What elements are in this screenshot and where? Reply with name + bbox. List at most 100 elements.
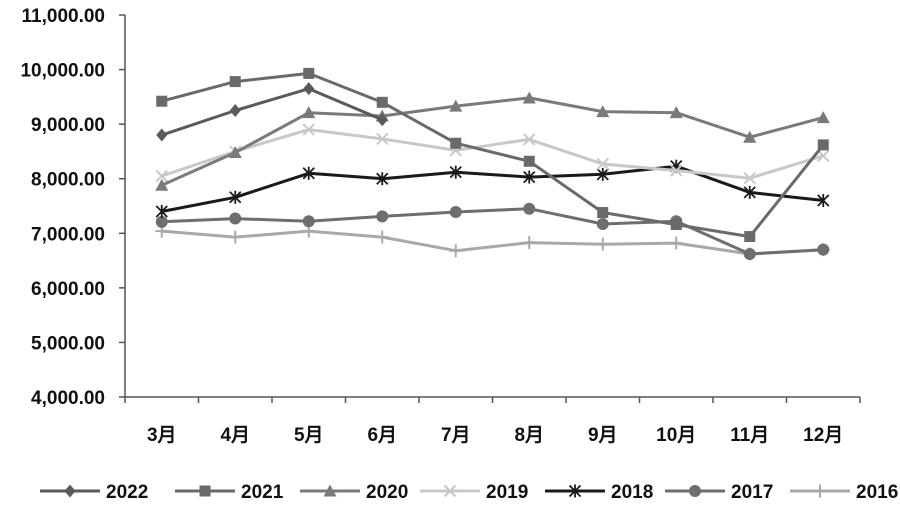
data-point-2017	[302, 215, 315, 228]
data-point-2019	[155, 169, 168, 183]
data-point-2018	[596, 167, 609, 181]
legend-label: 2020	[366, 482, 408, 503]
data-point-2020	[816, 111, 830, 124]
data-point-2020	[522, 91, 536, 104]
data-point-2017	[817, 243, 830, 256]
series-line-2019	[161, 128, 824, 180]
legend-entry-2019: 2019	[420, 482, 528, 503]
series-2016	[155, 224, 830, 261]
data-point-2019	[523, 133, 536, 146]
series-line-2017	[161, 207, 824, 256]
legend-marker	[323, 484, 337, 497]
legend-marker	[443, 484, 457, 498]
y-tick-label: 11,000.00	[22, 6, 105, 27]
series-line-2021	[161, 71, 825, 239]
y-tick-label: 7,000.00	[31, 224, 105, 245]
legend-entry-2021: 2021	[175, 482, 284, 503]
legend-entry-2020: 2020	[300, 482, 408, 503]
legend-label: 2018	[611, 482, 653, 503]
data-point-2021	[523, 155, 535, 167]
data-point-2020	[596, 105, 610, 118]
data-point-2019	[743, 171, 756, 185]
x-tick-label: 9月	[588, 425, 618, 446]
x-tick-label: 7月	[441, 425, 471, 446]
y-tick-label: 10,000.00	[20, 61, 105, 82]
data-point-2021	[744, 231, 756, 243]
data-point-2017	[743, 248, 756, 261]
y-tick-label: 4,000.00	[31, 388, 105, 409]
data-point-2017	[596, 218, 609, 231]
data-point-2016	[375, 230, 389, 244]
chart-axes: 11,000.00 10,000.00 9,000.00 8,000.00 7,000.…	[20, 6, 861, 446]
data-point-2016	[228, 230, 242, 244]
data-point-2022	[156, 128, 168, 142]
legend-label: 2022	[106, 482, 148, 503]
data-point-2017	[155, 215, 168, 228]
series-2021	[156, 67, 829, 243]
data-point-2019	[376, 132, 389, 146]
legend-marker	[813, 484, 827, 498]
data-point-2018	[449, 165, 462, 179]
data-point-2018	[302, 166, 315, 180]
legend-entry-2016: 2016	[790, 482, 898, 503]
data-point-2016	[596, 237, 610, 251]
data-point-2020	[669, 106, 683, 119]
x-tick-label: 6月	[367, 425, 397, 446]
data-point-2018	[743, 185, 756, 199]
legend-marker	[689, 485, 701, 497]
data-point-2017	[523, 202, 536, 215]
data-point-2019	[302, 123, 315, 136]
legend-label: 2019	[486, 482, 528, 503]
data-point-2018	[376, 172, 389, 186]
data-point-2022	[376, 113, 388, 127]
chart-series-group	[155, 67, 830, 261]
data-point-2021	[450, 137, 462, 149]
data-point-2020	[743, 130, 757, 143]
data-point-2021	[303, 67, 315, 79]
x-tick-label: 12月	[803, 425, 843, 446]
data-point-2021	[670, 219, 682, 231]
data-point-2016	[669, 236, 683, 250]
data-point-2016	[522, 236, 536, 250]
x-tick-label: 10月	[656, 425, 696, 446]
data-point-2016	[449, 244, 463, 258]
legend-entry-2017: 2017	[665, 482, 773, 503]
data-point-2021	[376, 96, 388, 108]
data-point-2020	[302, 106, 316, 119]
legend-label: 2016	[856, 482, 898, 503]
legend-label: 2017	[731, 482, 773, 503]
data-point-2019	[596, 157, 609, 171]
data-point-2018	[229, 190, 242, 204]
legend-marker	[64, 484, 76, 498]
legend-entry-2018: 2018	[545, 482, 653, 503]
x-tick-label: 8月	[514, 425, 544, 446]
legend-entry-2022: 2022	[40, 482, 148, 503]
chart-legend: 2022 2021 2020 2019 2018 2017 2016	[40, 482, 898, 503]
data-point-2021	[817, 139, 829, 151]
x-tick-label: 3月	[147, 425, 177, 446]
data-point-2017	[229, 212, 242, 225]
data-point-2021	[229, 76, 241, 88]
data-point-2018	[155, 204, 168, 218]
y-tick-label: 6,000.00	[31, 279, 105, 300]
data-point-2022	[303, 82, 315, 96]
data-point-2021	[156, 95, 168, 107]
data-point-2019	[670, 164, 683, 177]
x-tick-label: 11月	[730, 425, 769, 446]
data-point-2022	[229, 104, 241, 117]
x-tick-label: 5月	[294, 425, 324, 446]
legend-marker	[199, 485, 211, 497]
data-point-2021	[597, 207, 609, 219]
series-2022	[156, 82, 388, 142]
series-line-2016	[161, 229, 824, 256]
data-point-2019	[817, 149, 830, 163]
y-tick-label: 8,000.00	[31, 170, 105, 191]
series-2018	[155, 159, 830, 218]
data-point-2020	[449, 99, 463, 112]
data-point-2017	[449, 206, 462, 219]
data-point-2018	[817, 194, 830, 208]
y-tick-label: 9,000.00	[31, 115, 105, 136]
data-point-2017	[376, 210, 389, 223]
series-line-2020	[161, 96, 824, 187]
